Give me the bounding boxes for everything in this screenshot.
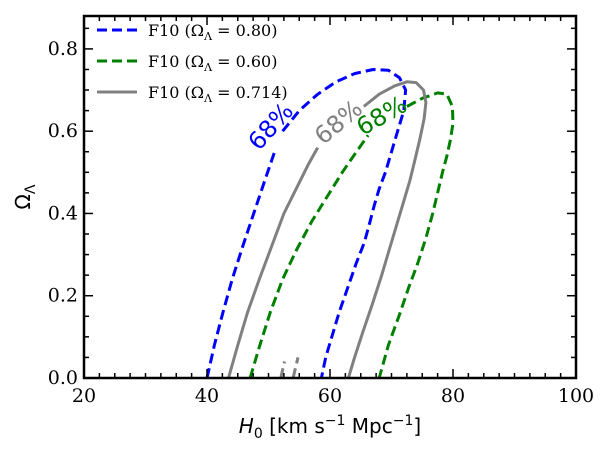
y-tick-label: 0.0 (48, 367, 78, 389)
x-tick-label: 40 (195, 385, 219, 407)
legend: F10 (ΩΛ = 0.80) F10 (ΩΛ = 0.60) F10 (ΩΛ … (97, 21, 288, 105)
plot-frame (82, 14, 578, 380)
series-2-contour-segment-1 (346, 80, 428, 379)
series-layer (205, 68, 455, 379)
x-tick-label: 100 (558, 385, 594, 407)
x-tick-label: 20 (72, 385, 96, 407)
y-tick-label: 0.4 (48, 202, 78, 224)
legend-label-2: F10 (ΩΛ = 0.714) (148, 83, 288, 105)
x-tick-label: 60 (318, 385, 342, 407)
series-0-contour-segment-1 (281, 68, 408, 379)
extra-contour-segment-1 (291, 357, 300, 379)
x-axis-label: H0 [km s−1 Mpc−1] (239, 413, 421, 442)
legend-label-1: F10 (ΩΛ = 0.60) (148, 52, 277, 74)
y-tick-label: 0.8 (48, 38, 78, 60)
extra-contour-segment-0 (279, 361, 286, 379)
legend-label-0: F10 (ΩΛ = 0.80) (148, 21, 277, 43)
y-tick-label: 0.2 (48, 285, 78, 307)
series-1-contour-segment-0 (248, 134, 370, 379)
series-0-contour-segment-0 (205, 151, 277, 379)
series-2-contour-segment-0 (227, 146, 320, 379)
series-1-contour-segment-1 (377, 91, 455, 379)
plot-background (84, 16, 576, 378)
y-tick-label: 0.6 (48, 120, 78, 142)
x-tick-label: 80 (441, 385, 465, 407)
y-axis-label: ΩΛ (11, 184, 39, 209)
